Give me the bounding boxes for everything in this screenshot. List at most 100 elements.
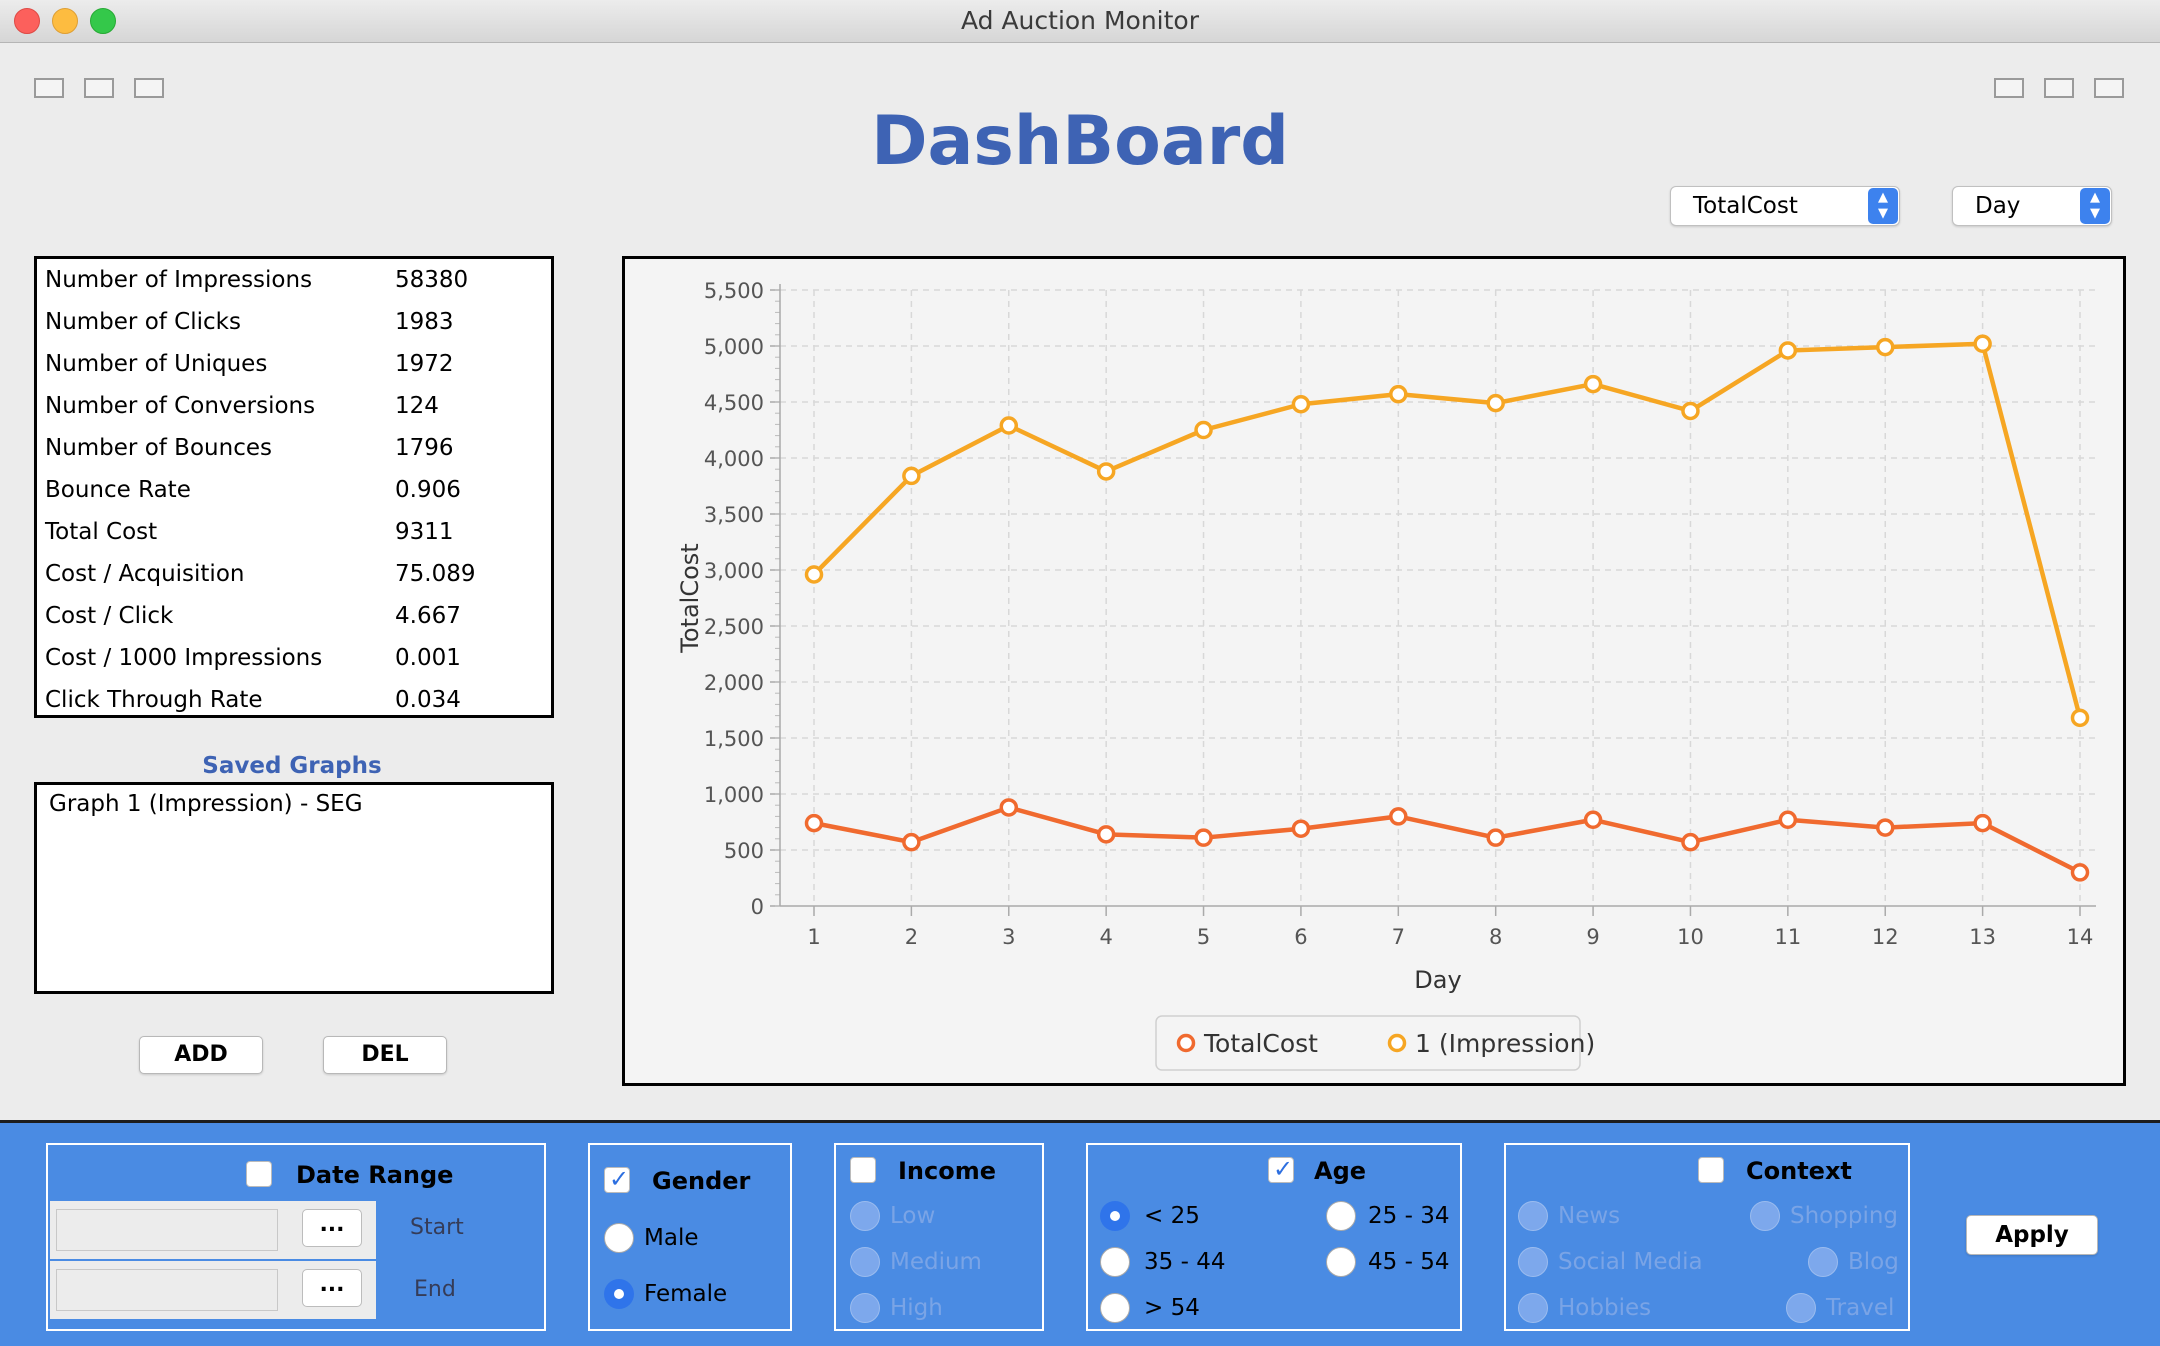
period-select[interactable]: Day ▲ ▼ bbox=[1952, 186, 2112, 226]
toolbar-square-icon[interactable] bbox=[34, 78, 64, 98]
delete-graph-button[interactable]: DEL bbox=[323, 1036, 447, 1074]
data-point bbox=[1291, 394, 1311, 414]
data-point bbox=[1583, 374, 1603, 394]
start-date-input[interactable] bbox=[56, 1209, 278, 1251]
context-blog-label: Blog bbox=[1848, 1249, 1899, 1275]
data-point bbox=[1583, 810, 1603, 830]
toolbar-square-icon[interactable] bbox=[84, 78, 114, 98]
context-shopping-label: Shopping bbox=[1790, 1203, 1899, 1229]
data-point bbox=[2070, 708, 2090, 728]
data-point bbox=[999, 798, 1019, 817]
toolbar-square-icon[interactable] bbox=[134, 78, 164, 98]
saved-graphs-title: Saved Graphs bbox=[202, 753, 382, 779]
metric-label: Cost / Click bbox=[45, 603, 174, 629]
data-point bbox=[1194, 828, 1213, 847]
y-tick-label: 4,500 bbox=[704, 391, 764, 415]
metric-label: Number of Conversions bbox=[45, 393, 316, 419]
context-group: Context News Shopping Social Media Blog … bbox=[1504, 1143, 1910, 1331]
table-row: Click Through Rate 0.034 bbox=[45, 679, 545, 721]
data-point bbox=[1778, 810, 1798, 830]
radio-context-blog[interactable] bbox=[1808, 1247, 1838, 1277]
toolbar-square-icon[interactable] bbox=[1994, 78, 2024, 98]
zoom-window-button[interactable] bbox=[90, 8, 116, 34]
series-line-2 bbox=[812, 341, 2083, 719]
radio-age-25-34[interactable] bbox=[1326, 1201, 1356, 1231]
y-axis-label: TotalCost bbox=[676, 543, 704, 653]
table-row: Cost / 1000 Impressions 0.001 bbox=[45, 637, 545, 679]
page-title: DashBoard bbox=[871, 102, 1289, 181]
x-tick-label: 7 bbox=[1392, 925, 1405, 949]
radio-age-over-54[interactable] bbox=[1100, 1293, 1130, 1323]
list-item[interactable]: Graph 1 (Impression) - SEG bbox=[49, 791, 363, 817]
date-range-checkbox[interactable] bbox=[246, 1161, 272, 1187]
radio-context-hobbies[interactable] bbox=[1518, 1293, 1548, 1323]
apply-button[interactable]: Apply bbox=[1966, 1215, 2098, 1255]
x-tick-label: 12 bbox=[1872, 925, 1899, 949]
y-tick-label: 0 bbox=[751, 895, 764, 919]
filter-panel: Date Range ... Start ... End ✓ Gender Ma… bbox=[0, 1120, 2160, 1346]
data-point bbox=[1096, 825, 1116, 844]
toolbar-square-icon[interactable] bbox=[2094, 78, 2124, 98]
gender-label: Gender bbox=[652, 1167, 751, 1195]
metric-value: 0.034 bbox=[395, 687, 461, 713]
title-bar: Ad Auction Monitor bbox=[0, 0, 2160, 43]
age-group: ✓ Age < 25 25 - 34 35 - 44 45 - 54 > 54 bbox=[1086, 1143, 1462, 1331]
income-low-label: Low bbox=[890, 1203, 936, 1229]
metric-label: Cost / 1000 Impressions bbox=[45, 645, 323, 671]
context-hobbies-label: Hobbies bbox=[1558, 1295, 1652, 1321]
data-point bbox=[1389, 384, 1408, 404]
data-point bbox=[902, 466, 921, 486]
x-tick-label: 4 bbox=[1099, 925, 1112, 949]
metric-select[interactable]: TotalCost ▲ ▼ bbox=[1670, 186, 1900, 226]
gender-checkbox[interactable]: ✓ bbox=[604, 1165, 630, 1193]
income-checkbox[interactable] bbox=[850, 1157, 876, 1183]
context-news-label: News bbox=[1558, 1203, 1621, 1229]
radio-context-travel[interactable] bbox=[1786, 1293, 1816, 1323]
radio-female[interactable] bbox=[604, 1279, 634, 1309]
x-tick-label: 6 bbox=[1294, 925, 1307, 949]
income-medium-label: Medium bbox=[890, 1249, 982, 1275]
add-graph-button[interactable]: ADD bbox=[139, 1036, 263, 1074]
end-date-picker-button[interactable]: ... bbox=[302, 1269, 362, 1307]
minimize-window-button[interactable] bbox=[52, 8, 78, 34]
radio-age-35-44[interactable] bbox=[1100, 1247, 1130, 1277]
radio-income-medium[interactable] bbox=[850, 1247, 880, 1277]
data-point bbox=[999, 416, 1019, 435]
radio-context-social-media[interactable] bbox=[1518, 1247, 1548, 1277]
x-tick-label: 5 bbox=[1197, 925, 1210, 949]
toolbar-square-icon[interactable] bbox=[2044, 78, 2074, 98]
data-point bbox=[1291, 819, 1311, 838]
data-point bbox=[1096, 462, 1116, 481]
data-point bbox=[2070, 863, 2090, 882]
metric-label: Total Cost bbox=[45, 519, 158, 545]
data-point bbox=[1973, 813, 1992, 833]
data-point bbox=[1875, 337, 1895, 357]
radio-age-under-25[interactable] bbox=[1100, 1201, 1130, 1231]
radio-context-shopping[interactable] bbox=[1750, 1201, 1780, 1231]
start-label: Start bbox=[410, 1215, 464, 1240]
end-date-input[interactable] bbox=[56, 1269, 278, 1311]
metric-value: 1972 bbox=[395, 351, 454, 377]
radio-income-high[interactable] bbox=[850, 1293, 880, 1323]
close-window-button[interactable] bbox=[14, 8, 40, 34]
x-tick-label: 8 bbox=[1489, 925, 1502, 949]
context-checkbox[interactable] bbox=[1698, 1157, 1724, 1183]
radio-male[interactable] bbox=[604, 1223, 634, 1253]
age-label: Age bbox=[1314, 1157, 1367, 1185]
start-date-row: ... bbox=[50, 1201, 376, 1259]
y-tick-label: 3,000 bbox=[704, 559, 764, 583]
age-checkbox[interactable]: ✓ bbox=[1268, 1155, 1294, 1183]
radio-context-news[interactable] bbox=[1518, 1201, 1548, 1231]
data-point bbox=[1875, 818, 1895, 837]
start-date-picker-button[interactable]: ... bbox=[302, 1209, 362, 1247]
saved-graphs-list[interactable]: Graph 1 (Impression) - SEG bbox=[34, 782, 554, 994]
radio-age-45-54[interactable] bbox=[1326, 1247, 1356, 1277]
x-tick-label: 13 bbox=[1969, 925, 1996, 949]
table-row: Number of Conversions 124 bbox=[45, 385, 545, 427]
metric-label: Number of Impressions bbox=[45, 267, 313, 293]
age-45-54-label: 45 - 54 bbox=[1368, 1249, 1450, 1275]
legend-marker bbox=[1387, 1033, 1407, 1053]
radio-income-low[interactable] bbox=[850, 1201, 880, 1231]
age-over-54-label: > 54 bbox=[1144, 1295, 1200, 1321]
metrics-table: Number of Impressions 58380 Number of Clic… bbox=[34, 256, 554, 718]
